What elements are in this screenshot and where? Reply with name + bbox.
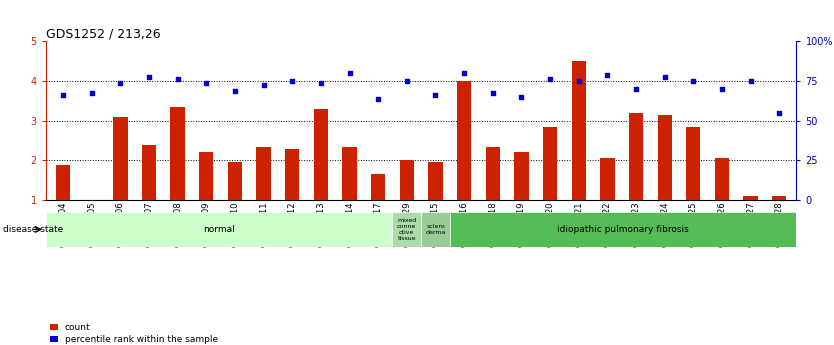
Bar (392, 212, 421, 247)
Bar (142, 145, 156, 200)
Point (314, 80, 328, 86)
Bar (429, 162, 443, 200)
Point (400, 78, 414, 84)
Bar (743, 196, 758, 200)
Bar (450, 212, 796, 247)
Bar (399, 160, 414, 200)
Point (113, 80, 127, 86)
Point (486, 90, 500, 96)
Bar (285, 148, 299, 200)
Point (257, 82, 270, 88)
Point (744, 78, 757, 84)
Bar (56, 165, 70, 200)
Text: mixed
conne
ctive
tissue: mixed conne ctive tissue (397, 218, 416, 240)
Point (686, 78, 700, 84)
Bar (228, 162, 242, 200)
Bar (170, 107, 185, 200)
Text: disease state: disease state (3, 225, 63, 234)
Bar (46, 212, 392, 247)
Bar (715, 158, 729, 200)
Point (458, 70, 471, 76)
Point (143, 75, 156, 80)
Bar (457, 81, 471, 200)
Point (544, 76, 557, 82)
Point (199, 80, 213, 86)
Point (285, 78, 299, 84)
Point (371, 96, 384, 102)
Bar (113, 117, 128, 200)
Point (600, 72, 614, 78)
Text: normal: normal (203, 225, 235, 234)
Bar (629, 113, 643, 200)
Point (515, 94, 528, 100)
Point (658, 75, 671, 80)
Bar (421, 212, 450, 247)
Bar (485, 147, 500, 200)
Legend: count, percentile rank within the sample: count, percentile rank within the sample (50, 323, 218, 344)
Bar (686, 127, 701, 200)
Bar (314, 109, 328, 200)
Point (343, 70, 356, 76)
Point (85, 90, 98, 96)
Point (429, 92, 442, 98)
Text: GDS1252 / 213,26: GDS1252 / 213,26 (46, 27, 160, 40)
Point (229, 88, 242, 94)
Point (716, 86, 729, 92)
Bar (571, 61, 586, 200)
Bar (256, 147, 271, 200)
Point (772, 110, 786, 116)
Bar (515, 152, 529, 200)
Text: sclero
derma: sclero derma (425, 224, 446, 235)
Bar (199, 152, 214, 200)
Bar (600, 158, 615, 200)
Point (171, 76, 184, 82)
Point (630, 86, 643, 92)
Point (57, 92, 70, 98)
Text: idiopathic pulmonary fibrosis: idiopathic pulmonary fibrosis (557, 225, 689, 234)
Bar (543, 127, 557, 200)
Point (572, 78, 585, 84)
Bar (772, 196, 786, 200)
Bar (371, 174, 385, 200)
Bar (343, 147, 357, 200)
Bar (657, 115, 672, 200)
